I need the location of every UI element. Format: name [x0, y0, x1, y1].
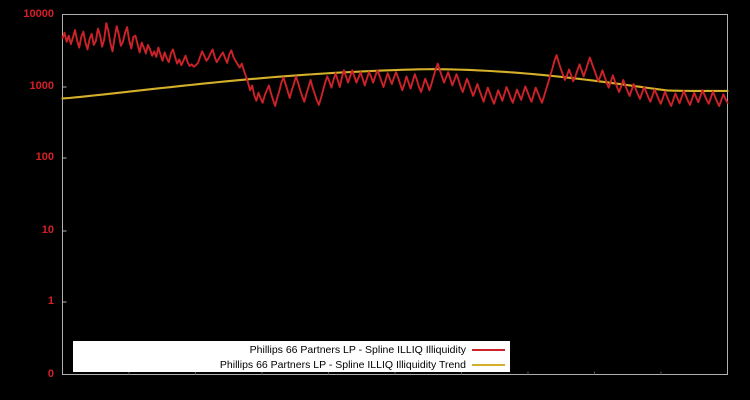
y-axis-label-100: 100	[35, 151, 54, 163]
legend-label-illiquidity: Phillips 66 Partners LP - Spline ILLIQ I…	[249, 343, 466, 356]
chart-legend: Phillips 66 Partners LP - Spline ILLIQ I…	[73, 341, 510, 372]
legend-swatch-trend	[472, 359, 505, 370]
legend-item-illiquidity: Phillips 66 Partners LP - Spline ILLIQ I…	[73, 342, 510, 357]
series-line-illiquidity	[61, 22, 729, 107]
x-axis-ticks	[128, 371, 662, 375]
y-axis-label-1: 1	[47, 295, 54, 307]
legend-item-trend: Phillips 66 Partners LP - Spline ILLIQ I…	[73, 357, 510, 372]
legend-swatch-illiquidity	[472, 344, 505, 355]
legend-label-trend: Phillips 66 Partners LP - Spline ILLIQ I…	[219, 358, 466, 371]
y-axis-label-10: 10	[41, 224, 54, 236]
y-axis-label-0: 0	[47, 367, 54, 380]
y-axis-ticks	[62, 14, 67, 375]
y-axis-label-1000: 1000	[29, 80, 54, 92]
y-axis-label-10000: 10000	[23, 7, 54, 20]
